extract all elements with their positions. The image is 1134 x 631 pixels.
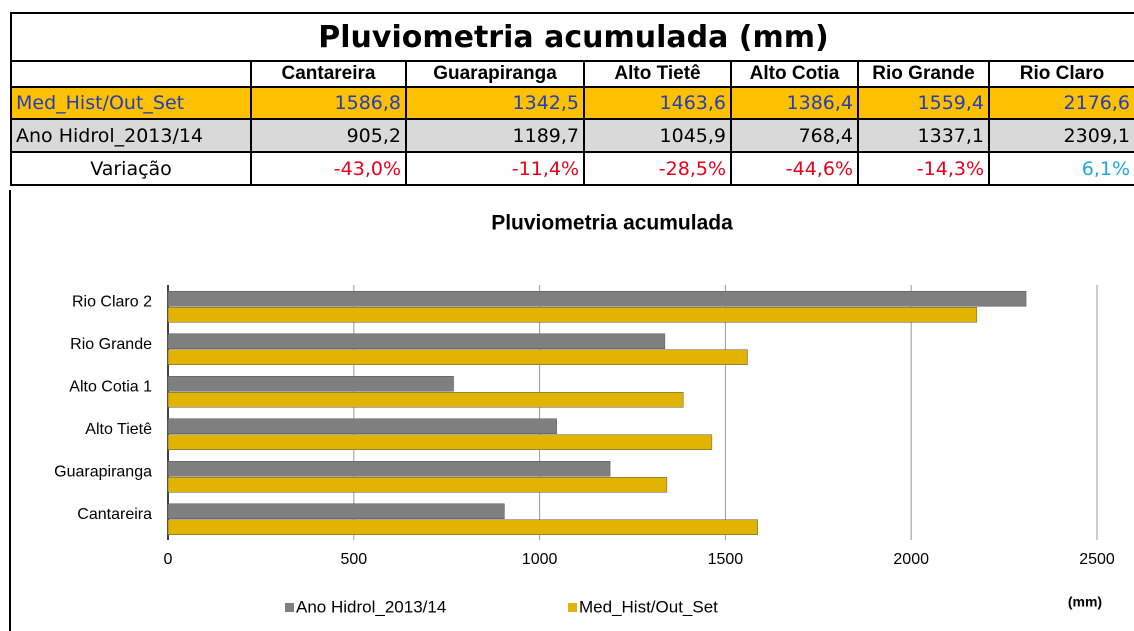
header-cell: Rio Grande: [857, 60, 990, 88]
table-title: Pluviometria acumulada (mm): [9, 12, 1134, 62]
bar: [167, 503, 505, 519]
header-cell: Alto Tietê: [583, 60, 732, 88]
cell: -44,6%: [730, 151, 859, 186]
y-tick-label: Rio Grande: [70, 336, 152, 353]
bar: [167, 349, 748, 365]
bar: [167, 434, 713, 450]
x-tick-label: 0: [164, 551, 173, 568]
legend-swatch: [285, 603, 294, 612]
summary-table: Pluviometria acumulada (mm) Cantareira Gu…: [9, 12, 1134, 186]
bar: [167, 519, 758, 535]
y-tick-label: Alto Cotia 1: [69, 378, 152, 395]
cell: 1463,6: [583, 86, 732, 120]
cell: 1337,1: [857, 118, 990, 153]
cell: 1559,4: [857, 86, 990, 120]
cell: 2309,1: [987, 118, 1134, 153]
cell: 1189,7: [405, 118, 585, 153]
cell: -14,3%: [857, 151, 990, 186]
bar: [167, 392, 684, 408]
legend-label: Med_Hist/Out_Set: [579, 597, 718, 616]
cell: 768,4: [730, 118, 859, 153]
row-label: Variação: [10, 151, 252, 186]
x-tick-label: 500: [340, 551, 367, 568]
chart: Pluviometria acumulada (mm) 0 500 1000 1500…: [9, 190, 1115, 631]
cell: 6,1%: [987, 151, 1134, 186]
header-cell: Rio Claro: [987, 60, 1134, 88]
cell: 905,2: [250, 118, 407, 153]
cell: 1342,5: [405, 86, 585, 120]
row-label: Ano Hidrol_2013/14: [10, 118, 252, 153]
bar: [167, 477, 668, 493]
y-tick-label: Rio Claro 2: [72, 293, 152, 310]
x-tick-label: 2500: [1079, 551, 1115, 568]
bar: [167, 291, 1027, 307]
cell: 1586,8: [250, 86, 407, 120]
header-row: Cantareira Guarapiranga Alto Tietê Alto Cot…: [10, 60, 1134, 88]
row-label: Med_Hist/Out_Set: [10, 86, 252, 120]
bar: [167, 307, 978, 323]
header-cell: Cantareira: [250, 60, 407, 88]
cell: 2176,6: [987, 86, 1134, 120]
cell: -43,0%: [250, 151, 407, 186]
bar: [167, 418, 557, 434]
table-row: Ano Hidrol_2013/14 905,2 1189,7 1045,9 768,4…: [10, 118, 1134, 153]
chart-title: Pluviometria acumulada: [491, 212, 733, 235]
header-cell: Alto Cotia: [730, 60, 859, 88]
legend-swatch: [568, 603, 577, 612]
x-tick-label: 1500: [708, 551, 744, 568]
cell: -28,5%: [583, 151, 732, 186]
cell: -11,4%: [405, 151, 585, 186]
x-tick-label: 2000: [893, 551, 929, 568]
y-tick-label: Alto Tietê: [85, 421, 152, 438]
table-row: Med_Hist/Out_Set 1586,8 1342,5 1463,6 1386,4…: [10, 86, 1134, 120]
header-cell: Guarapiranga: [405, 60, 585, 88]
bar: [167, 333, 666, 349]
header-cell: [10, 60, 252, 88]
bar: [167, 376, 454, 392]
x-tick-label: 1000: [522, 551, 558, 568]
table-row: Variação -43,0% -11,4% -28,5% -44,6% -14,3% 6,…: [10, 151, 1134, 186]
legend-label: Ano Hidrol_2013/14: [296, 597, 446, 616]
bar: [167, 461, 611, 477]
cell: 1386,4: [730, 86, 859, 120]
x-axis-label: (mm): [1068, 594, 1102, 610]
y-tick-label: Guarapiranga: [54, 463, 152, 480]
y-tick-label: Cantareira: [77, 506, 152, 523]
cell: 1045,9: [583, 118, 732, 153]
